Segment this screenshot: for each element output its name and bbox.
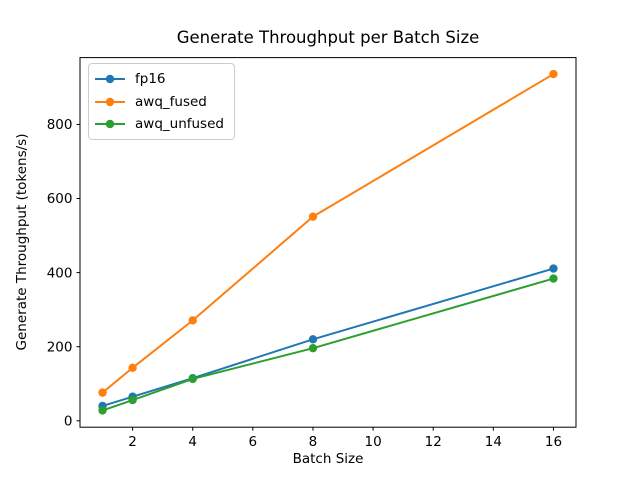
data-point-awq_fused bbox=[188, 316, 197, 325]
data-point-awq_unfused bbox=[98, 406, 107, 415]
data-point-awq_unfused bbox=[188, 374, 197, 384]
x-tick-label: 10 bbox=[364, 434, 381, 450]
x-tick-label: 12 bbox=[425, 434, 442, 450]
data-point-fp16 bbox=[308, 335, 318, 344]
chart-title: Generate Throughput per Batch Size bbox=[176, 28, 480, 47]
legend: fp16 awq_fused awq_unfused bbox=[88, 63, 235, 141]
legend-marker-awq_unfused bbox=[95, 119, 125, 129]
x-axis-label: Batch Size bbox=[292, 451, 364, 467]
data-point-awq_fused bbox=[308, 212, 318, 221]
legend-marker-fp16 bbox=[95, 74, 125, 84]
x-tick-label: 14 bbox=[485, 434, 502, 450]
data-point-awq_unfused bbox=[128, 395, 137, 405]
legend-item-fp16: fp16 bbox=[95, 68, 224, 90]
data-point-awq_fused bbox=[98, 388, 107, 397]
y-tick-label: 0 bbox=[64, 413, 73, 429]
data-point-fp16 bbox=[549, 264, 558, 273]
data-point-awq_unfused bbox=[308, 343, 318, 353]
x-tick-label: 2 bbox=[128, 434, 137, 450]
x-tick-label: 16 bbox=[545, 434, 562, 450]
x-tick-label: 8 bbox=[309, 434, 318, 450]
legend-marker-awq_fused bbox=[95, 97, 125, 106]
axes-spines bbox=[79, 57, 577, 428]
x-tick-label: 4 bbox=[188, 434, 197, 450]
y-tick-label: 600 bbox=[47, 191, 73, 207]
legend-label-awq_fused: awq_fused bbox=[135, 93, 207, 110]
y-axis-label: Generate Throughput (tokens/s) bbox=[14, 133, 30, 351]
legend-item-awq_unfused: awq_unfused bbox=[95, 113, 224, 135]
x-tick-label: 6 bbox=[249, 434, 258, 450]
y-tick-label: 200 bbox=[47, 339, 73, 355]
data-point-awq_fused bbox=[128, 363, 137, 373]
legend-label-fp16: fp16 bbox=[135, 71, 166, 88]
series-line-awq_unfused bbox=[102, 277, 554, 412]
y-tick-label: 800 bbox=[47, 117, 73, 133]
data-point-awq_unfused bbox=[549, 274, 558, 283]
legend-item-awq_fused: awq_fused bbox=[95, 90, 224, 112]
legend-label-awq_unfused: awq_unfused bbox=[135, 115, 224, 132]
data-point-awq_fused bbox=[549, 69, 558, 79]
y-tick-label: 400 bbox=[47, 265, 73, 281]
